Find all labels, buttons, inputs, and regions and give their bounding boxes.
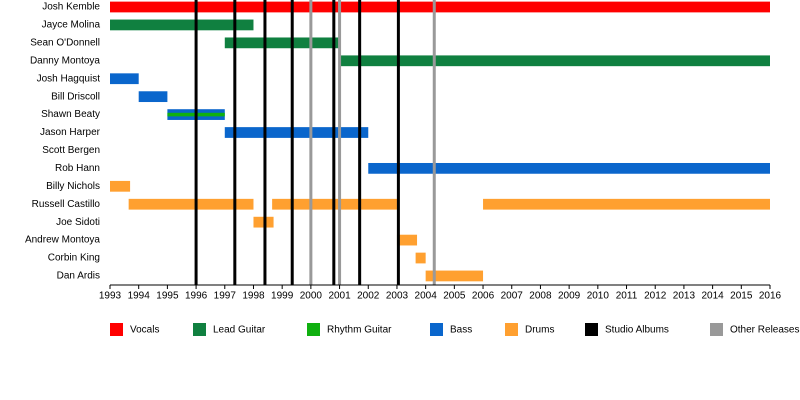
x-tick-label: 2015 (730, 291, 753, 302)
x-tick-label: 1993 (99, 291, 122, 302)
x-tick-label: 2016 (759, 291, 782, 302)
legend-label: Studio Albums (605, 325, 669, 336)
x-tick-label: 2010 (587, 291, 610, 302)
x-tick-label: 1997 (214, 291, 237, 302)
x-tick-label: 2006 (472, 291, 495, 302)
row-label: Danny Montoya (30, 55, 100, 66)
x-tick-label: 2002 (357, 291, 380, 302)
member-bar (110, 73, 139, 85)
x-tick-label: 2003 (386, 291, 409, 302)
member-bar (138, 91, 168, 103)
legend-swatch (585, 323, 598, 336)
x-tick-label: 1999 (271, 291, 294, 302)
row-label: Russell Castillo (32, 199, 101, 210)
member-bar (110, 1, 770, 13)
x-tick-label: 2012 (644, 291, 667, 302)
legend-label: Other Releases (730, 325, 799, 336)
legend-swatch (710, 323, 723, 336)
row-label: Shawn Beaty (41, 109, 100, 120)
row-label: Scott Bergen (42, 145, 100, 156)
legend-swatch (505, 323, 518, 336)
x-tick-label: 2007 (501, 291, 524, 302)
member-bar (483, 198, 770, 210)
member-bar (224, 127, 369, 138)
x-tick-label: 2013 (673, 291, 696, 302)
x-tick-label: 2001 (328, 291, 351, 302)
member-bar (128, 198, 254, 210)
x-tick-label: 2011 (616, 291, 638, 302)
row-label: Jayce Molina (42, 20, 101, 31)
member-bar (224, 37, 340, 49)
legend-label: Drums (525, 325, 554, 336)
x-tick-label: 2014 (701, 291, 724, 302)
legend-label: Lead Guitar (213, 325, 266, 336)
legend-label: Vocals (130, 325, 159, 336)
x-tick-label: 1995 (156, 291, 179, 302)
x-tick-label: 2004 (415, 291, 438, 302)
row-label: Billy Nichols (46, 181, 100, 192)
member-bar (415, 252, 426, 264)
row-label: Bill Driscoll (51, 91, 100, 102)
legend-swatch (110, 323, 123, 336)
row-label: Josh Kemble (42, 2, 100, 13)
member-bar (396, 234, 418, 246)
row-label: Dan Ardis (57, 271, 100, 282)
row-label: Corbin King (48, 253, 100, 264)
legend-swatch (307, 323, 320, 336)
row-label: Rob Hann (55, 163, 100, 174)
legend-label: Bass (450, 325, 472, 336)
member-bar (368, 162, 770, 174)
x-tick-label: 2008 (529, 291, 552, 302)
member-bar (339, 55, 770, 67)
legend-swatch (193, 323, 206, 336)
x-tick-label: 2005 (443, 291, 466, 302)
row-label: Josh Hagquist (37, 73, 101, 84)
member-bar (110, 19, 254, 31)
row-label: Sean O'Donnell (30, 38, 100, 49)
x-tick-label: 2000 (300, 291, 323, 302)
member-bar (425, 270, 484, 282)
legend-swatch (430, 323, 443, 336)
row-label: Andrew Montoya (25, 235, 100, 246)
x-tick-label: 1994 (128, 291, 151, 302)
x-tick-label: 2009 (558, 291, 581, 302)
member-bar (110, 180, 131, 192)
x-tick-label: 1998 (242, 291, 265, 302)
x-tick-label: 1996 (185, 291, 208, 302)
row-label: Joe Sidoti (56, 217, 100, 228)
legend-label: Rhythm Guitar (327, 325, 392, 336)
row-label: Jason Harper (40, 127, 101, 138)
